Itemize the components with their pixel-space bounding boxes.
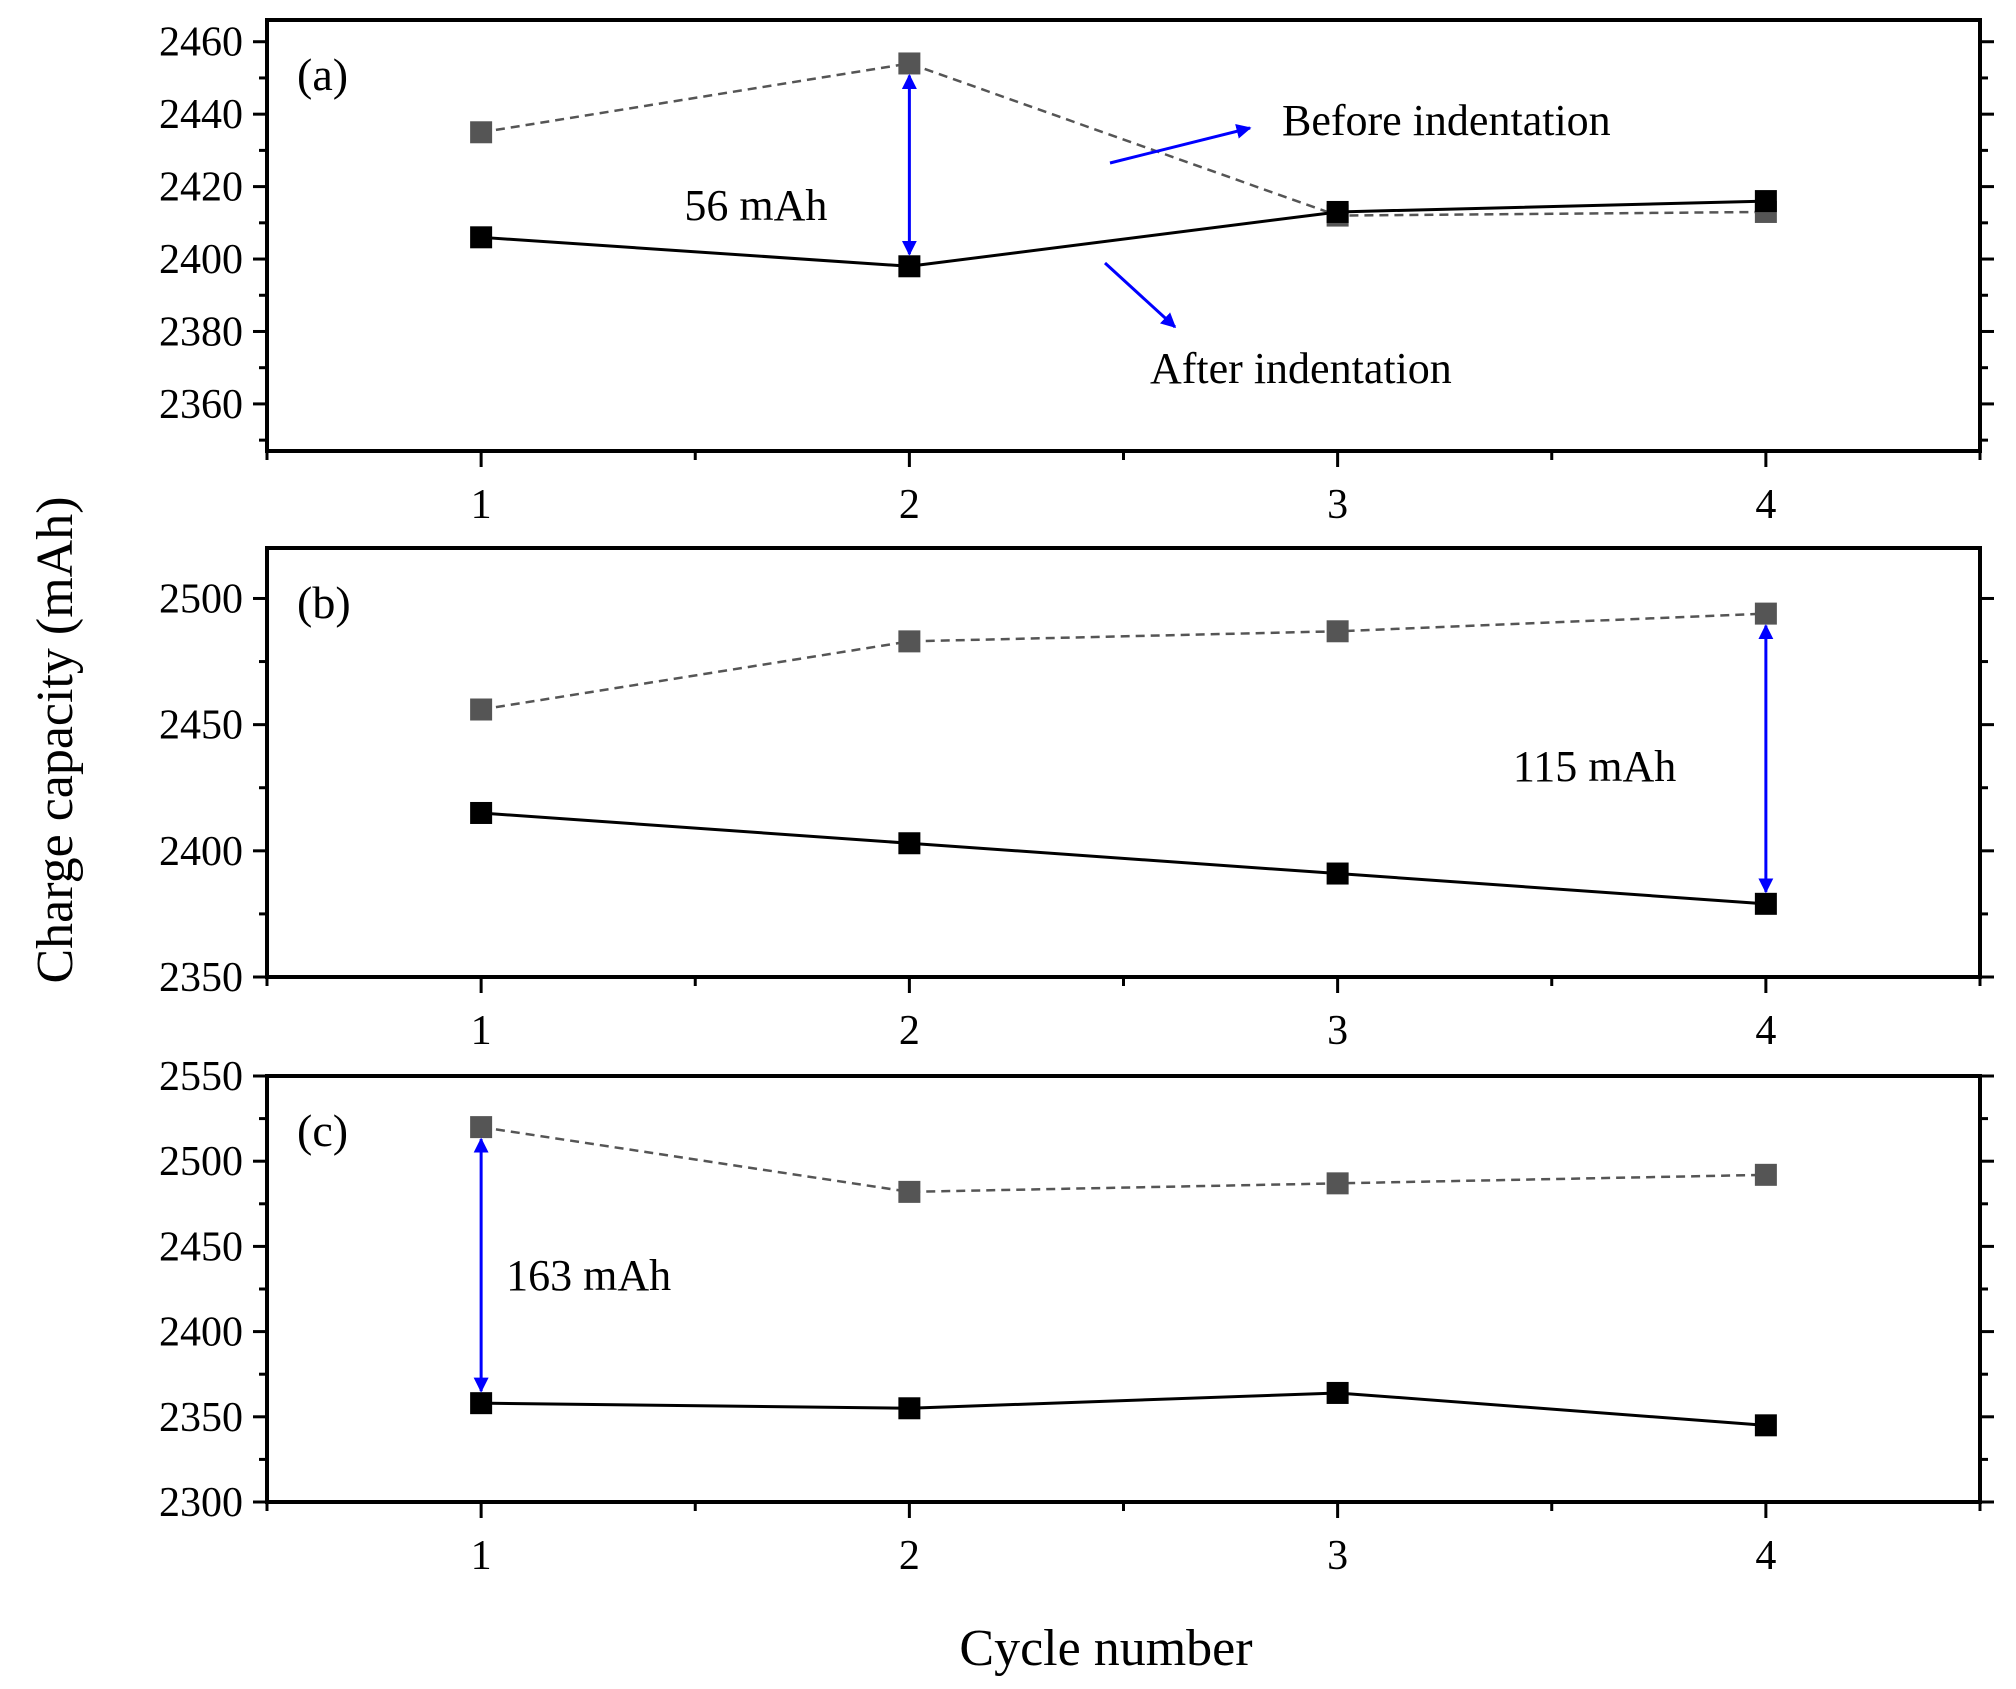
y-tick-label: 2440: [159, 92, 243, 138]
y-tick-label: 2380: [159, 309, 243, 355]
y-tick-label: 2450: [159, 703, 243, 749]
data-point-before: [1754, 1163, 1777, 1186]
data-point-after: [470, 801, 493, 824]
x-tick-label: 4: [1755, 482, 1776, 528]
x-tick-label: 2: [899, 482, 920, 528]
x-tick-label: 2: [899, 1533, 920, 1579]
y-tick-label: 2550: [159, 1054, 243, 1100]
chart-panel-c: 2300 2350 2400 2450 2500 2550 1 2 3 4 (c) 163 mAh: [159, 1054, 1994, 1579]
difference-label: 56 mAh: [684, 181, 827, 230]
x-tick-label: 1: [471, 482, 492, 528]
y-tick-label: 2500: [159, 576, 243, 622]
data-point-after: [898, 255, 921, 278]
data-point-after: [470, 226, 493, 249]
series-line-before: [480, 612, 1766, 711]
callout-label-after: After indentation: [1150, 344, 1452, 393]
x-axis-title: Cycle number: [959, 1620, 1252, 1677]
x-tick-label: 3: [1327, 1533, 1348, 1579]
data-point-before: [898, 52, 921, 75]
x-tick-label: 1: [471, 1008, 492, 1054]
data-point-after: [470, 1392, 493, 1415]
x-tick-label: 3: [1327, 482, 1348, 528]
x-tick-label: 2: [899, 1008, 920, 1054]
y-tick-label: 2450: [159, 1224, 243, 1270]
series-line-before: [480, 1125, 1766, 1194]
difference-label: 115 mAh: [1513, 742, 1676, 791]
y-tick-label: 2460: [159, 20, 243, 66]
y-tick-label: 2400: [159, 1310, 243, 1356]
x-tick-label: 3: [1327, 1008, 1348, 1054]
y-tick-label: 2360: [159, 382, 243, 428]
callout-arrow-after: [1103, 261, 1177, 329]
panel-label: (c): [297, 1105, 348, 1156]
plot-frame: [265, 18, 1982, 453]
data-point-after: [898, 832, 921, 855]
chart-panel-b: 2350 2400 2450 2500 1 2 3 4 (b) 115 mAh: [159, 546, 1994, 1054]
series-line-after: [481, 1391, 1766, 1427]
data-point-after: [1326, 862, 1349, 885]
data-point-after: [898, 1397, 921, 1420]
plot-frame: [265, 546, 1982, 979]
y-tick-label: 2500: [159, 1139, 243, 1185]
data-point-before: [1326, 1172, 1349, 1195]
callout-label-before: Before indentation: [1282, 96, 1611, 145]
y-axis-title: Charge capacity (mAh): [27, 496, 84, 983]
data-point-after: [1754, 892, 1777, 915]
data-point-before: [470, 698, 493, 721]
series-line-after: [481, 199, 1766, 268]
x-tick-label: 4: [1755, 1533, 1776, 1579]
data-point-after: [1754, 190, 1777, 213]
data-point-after: [1754, 1414, 1777, 1437]
panel-label: (b): [297, 577, 351, 628]
data-point-before: [470, 1116, 493, 1139]
y-tick-label: 2350: [159, 1395, 243, 1441]
y-tick-label: 2400: [159, 829, 243, 875]
data-point-after: [1326, 200, 1349, 223]
x-tick-label: 1: [471, 1533, 492, 1579]
y-tick-label: 2300: [159, 1480, 243, 1526]
x-tick-label: 4: [1755, 1008, 1776, 1054]
y-tick-label: 2400: [159, 237, 243, 283]
chart-panel-a: 2360 2380 2400 2420 2440 2460 1 2 3 4 (a) 56 mAh Bef…: [159, 18, 1994, 528]
data-point-before: [1754, 602, 1777, 625]
data-point-before: [898, 630, 921, 653]
y-tick-label: 2420: [159, 165, 243, 211]
panel-label: (a): [297, 49, 348, 100]
data-point-before: [470, 121, 493, 144]
difference-label: 163 mAh: [506, 1251, 671, 1300]
series-line-before: [480, 62, 1766, 217]
series-line-after: [481, 811, 1766, 906]
y-tick-label: 2350: [159, 955, 243, 1001]
data-point-before: [898, 1180, 921, 1203]
data-point-before: [1326, 620, 1349, 643]
callout-arrow-before: [1109, 123, 1252, 165]
data-point-after: [1326, 1381, 1349, 1404]
